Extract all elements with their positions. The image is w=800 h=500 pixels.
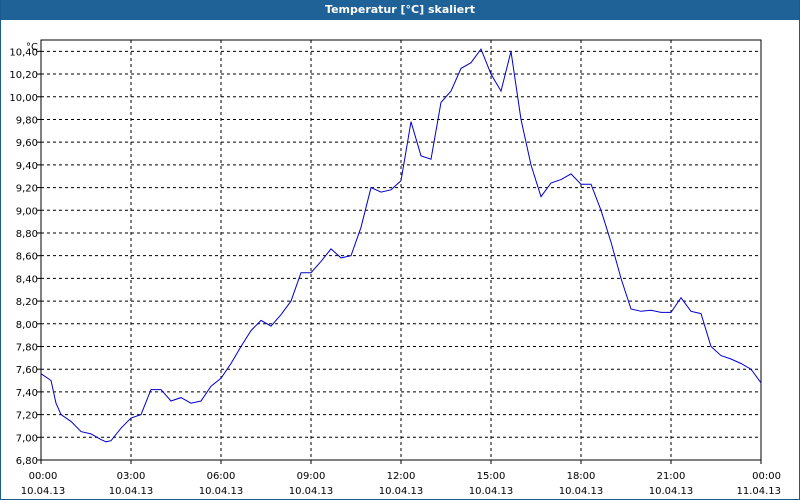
x-tick-date: 10.04.13 xyxy=(469,486,514,497)
x-tick-time: 00:00 xyxy=(752,471,781,482)
x-tick-date: 10.04.13 xyxy=(199,486,244,497)
x-axis: 00:00 10.04.13 03:00 10.04.13 06:00 10.04.13 0… xyxy=(21,460,781,497)
y-tick-label: 10,40 xyxy=(9,47,38,58)
y-tick-label: 10,20 xyxy=(9,70,38,81)
y-tick-label: 9,20 xyxy=(16,184,38,195)
x-tick-time: 21:00 xyxy=(657,471,686,482)
x-tick-time: 03:00 xyxy=(117,471,146,482)
x-tick-time: 18:00 xyxy=(567,471,596,482)
y-tick-label: 7,80 xyxy=(16,342,38,353)
x-tick-time: 00:00 xyxy=(29,471,58,482)
y-tick-label: 8,40 xyxy=(16,274,38,285)
chart-grid xyxy=(41,40,761,460)
x-tick-date: 10.04.13 xyxy=(109,486,154,497)
y-tick-label: 8,80 xyxy=(16,229,38,240)
y-tick-label: 9,80 xyxy=(16,115,38,126)
y-tick-label: 9,60 xyxy=(16,138,38,149)
y-tick-label: 8,00 xyxy=(16,320,38,331)
x-tick-date: 10.04.13 xyxy=(649,486,694,497)
x-tick-date: 11.04.13 xyxy=(736,486,781,497)
y-tick-label: 8,60 xyxy=(16,252,38,263)
x-tick-date: 10.04.13 xyxy=(21,486,66,497)
y-tick-label: 7,60 xyxy=(16,365,38,376)
y-tick-label: 7,00 xyxy=(16,433,38,444)
y-axis-label: °C xyxy=(26,42,38,53)
y-axis: 6,80 7,00 7,20 7,40 7,60 7,80 8,00 8,20 8,40 8,60… xyxy=(9,47,41,467)
y-tick-label: 8,20 xyxy=(16,297,38,308)
x-tick-time: 15:00 xyxy=(477,471,506,482)
y-tick-label: 7,40 xyxy=(16,388,38,399)
y-tick-label: 9,00 xyxy=(16,206,38,217)
y-tick-label: 7,20 xyxy=(16,411,38,422)
x-tick-date: 10.04.13 xyxy=(379,486,424,497)
y-tick-label: 10,00 xyxy=(9,93,38,104)
y-tick-label: 6,80 xyxy=(16,456,38,467)
x-tick-date: 10.04.13 xyxy=(559,486,604,497)
x-tick-time: 06:00 xyxy=(207,471,236,482)
y-tick-label: 9,40 xyxy=(16,161,38,172)
window-title: Temperatur [°C] skaliert xyxy=(1,0,799,20)
x-tick-time: 12:00 xyxy=(387,471,416,482)
series-line-temperature xyxy=(40,48,762,443)
x-tick-time: 09:00 xyxy=(297,471,326,482)
x-tick-date: 10.04.13 xyxy=(289,486,334,497)
